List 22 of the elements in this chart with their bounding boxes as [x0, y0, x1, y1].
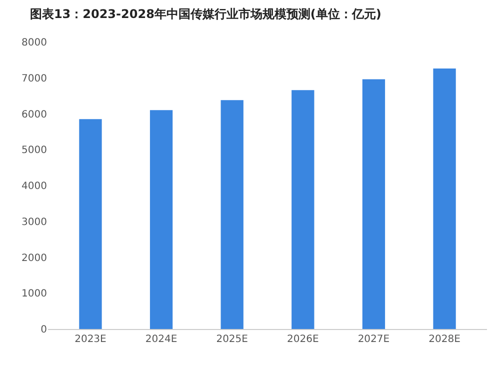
- y-tick-label: 1000: [22, 288, 47, 300]
- bar: [220, 100, 244, 329]
- y-tick-label: 3000: [22, 216, 47, 228]
- x-tick-label: 2026E: [287, 334, 319, 345]
- y-tick-label: 8000: [22, 38, 47, 48]
- y-tick-label: 6000: [22, 109, 47, 120]
- bar: [362, 79, 386, 329]
- bar: [79, 119, 102, 329]
- y-tick-label: 2000: [22, 252, 47, 264]
- chart-title: 图表13：2023-2028年中国传媒行业市场规模预测(单位：亿元): [30, 6, 382, 21]
- x-tick-label: 2025E: [216, 334, 248, 345]
- y-tick-label: 7000: [22, 73, 47, 84]
- y-tick-label: 4000: [22, 181, 47, 192]
- x-tick-label: 2027E: [358, 334, 390, 345]
- y-tick-label: 5000: [22, 145, 47, 156]
- y-tick-label: 0: [40, 324, 47, 336]
- bar: [433, 68, 456, 329]
- x-tick-label: 2024E: [145, 334, 178, 345]
- bar: [150, 110, 173, 329]
- x-tick-label: 2023E: [74, 334, 106, 345]
- x-tick-label: 2028E: [428, 334, 460, 345]
- bar: [292, 90, 314, 329]
